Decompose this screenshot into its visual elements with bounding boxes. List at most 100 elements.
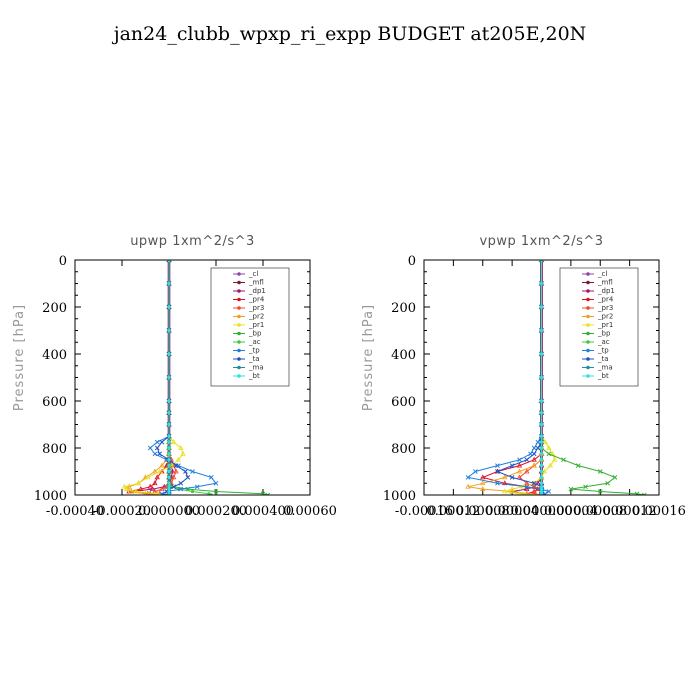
x-tick-label: -0.00020: [93, 504, 151, 519]
series-point_pr3: [531, 488, 537, 494]
series-line_ac: [168, 260, 212, 495]
series-point_bt: [167, 328, 171, 333]
series-line_pr1: [504, 260, 556, 495]
series-point_bp: [260, 491, 266, 495]
legend-label: _ac: [597, 338, 610, 346]
panel-title: vpwp 1xm^2/s^3: [479, 234, 603, 249]
x-tick-label: -0.00016: [395, 504, 453, 519]
series-point_pr1: [175, 456, 182, 462]
y-tick-label: 200: [42, 301, 67, 316]
series-line_pr2: [125, 260, 170, 495]
series-point_bt: [167, 458, 171, 462]
x-tick-label: 0.00060: [283, 504, 337, 519]
y-tick-label: 600: [391, 395, 416, 410]
y-tick-label: 800: [391, 442, 416, 457]
series-point_bt: [167, 352, 171, 356]
series-point_pr2: [465, 483, 471, 489]
legend-label: _pr3: [248, 304, 264, 312]
series-point_bp: [575, 463, 581, 468]
series-point_pr2: [502, 474, 508, 480]
series-point_bt: [539, 422, 544, 427]
series-point_bt: [539, 475, 544, 479]
y-tick-label: 400: [391, 348, 416, 363]
legend-label: _pr1: [597, 321, 613, 329]
series-point_pr4: [154, 474, 160, 480]
series-point_bt: [167, 475, 171, 479]
series-point_bp: [568, 486, 574, 492]
series-point_ta: [173, 463, 179, 468]
y-tick-label: 800: [42, 442, 67, 457]
legend-marker_ta: [237, 357, 241, 361]
legend-label: _ta: [597, 355, 609, 363]
legend-marker_ma: [586, 365, 590, 370]
series-point_pr2: [480, 486, 486, 492]
series-point_bt: [539, 399, 544, 403]
series-line_pr2: [467, 260, 542, 495]
series-point_tp: [524, 484, 530, 490]
series-point_ta: [178, 480, 184, 486]
plot-frame: [423, 259, 660, 496]
x-tick-label: 0.00016: [632, 504, 686, 519]
series-point_pr2: [159, 462, 165, 468]
series-point_ta: [524, 457, 530, 463]
x-tick-label: 0.000200: [185, 504, 247, 519]
legend-marker_ac: [586, 340, 590, 344]
series-point_bt: [539, 352, 544, 356]
series-point_dp1: [524, 486, 530, 492]
series-point_tp: [517, 457, 522, 463]
series-point_pr1: [145, 474, 151, 480]
series-point_pr2: [531, 462, 537, 468]
series-point_pr1: [156, 468, 163, 474]
series-point_bp: [634, 491, 640, 495]
series-point_tp: [194, 484, 200, 490]
y-tick-label: 400: [42, 348, 67, 363]
series-point_tp: [546, 489, 552, 494]
legend-label: _dp1: [248, 287, 266, 295]
series-point_ta: [495, 469, 500, 474]
series-point_ta: [539, 260, 544, 263]
series-point_pr1: [133, 488, 139, 494]
series-point_bp: [583, 484, 588, 490]
series-point_pr1: [552, 456, 558, 462]
series-point_bt: [167, 281, 171, 286]
series-point_bt: [539, 481, 544, 485]
legend-marker_cl: [237, 272, 241, 276]
x-tick-label: 0.00008: [456, 504, 510, 519]
legend-marker_tp: [237, 348, 241, 353]
legend-marker_pr1: [586, 323, 590, 327]
series-point_pr1: [546, 444, 552, 450]
legend-label: _bp: [248, 330, 262, 338]
series-point_pr4: [138, 486, 144, 492]
series-point_pr1: [154, 490, 160, 495]
x-tick-label: 0.00004: [544, 504, 598, 519]
legend-label: _ta: [248, 355, 260, 363]
series-point_pr1: [547, 462, 553, 468]
series-point_pr3: [159, 486, 165, 492]
legend-label: _ma: [248, 364, 264, 372]
x-tick-label: -0.00040: [46, 504, 104, 519]
series-point_bp: [641, 492, 647, 495]
y-tick-label: 1000: [34, 489, 67, 504]
series-point_tp: [542, 491, 548, 495]
legend-marker_bp: [586, 331, 590, 336]
series-point_bt: [539, 305, 544, 309]
legend-marker_bt: [586, 374, 590, 378]
legend-marker_mfl: [237, 280, 241, 285]
legend-label: _mfl: [248, 279, 264, 287]
series-point_tp: [495, 463, 500, 468]
series-point_bt: [539, 469, 544, 474]
series-point_pr3: [524, 468, 530, 474]
series-line_tp: [149, 260, 217, 495]
legend-label: _cl: [597, 270, 607, 278]
series-point_bt: [167, 464, 171, 468]
series-point_ta: [183, 469, 188, 474]
series-point_bt: [167, 375, 171, 380]
chart-panel-1: upwp 1xm^2/s^3 Pressure [hPa] 0 200 400 600 80…: [12, 234, 337, 519]
series-point_pr2: [152, 468, 158, 474]
series-point_tp: [531, 445, 537, 451]
legend-label: _tp: [597, 347, 609, 355]
series-point_bt: [167, 434, 171, 438]
series-point_bp: [561, 457, 566, 463]
series-line_pr4: [128, 260, 170, 495]
legend-label: _bt: [597, 372, 609, 380]
